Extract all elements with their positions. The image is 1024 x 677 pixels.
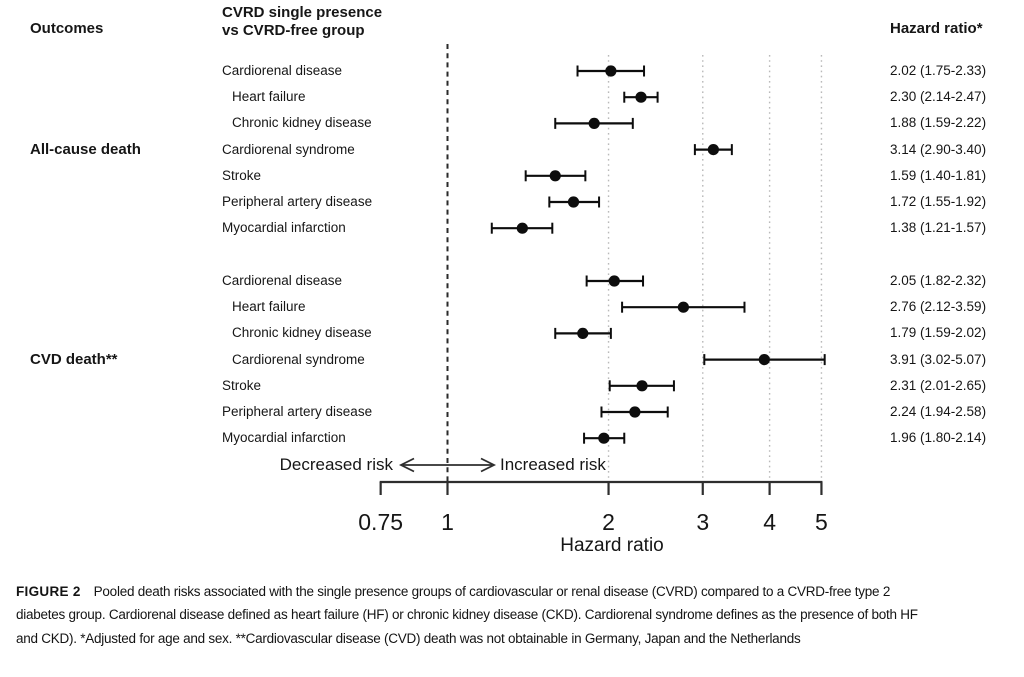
point-estimate-marker [629, 406, 641, 418]
row-label: Heart failure [232, 299, 306, 315]
axis-tick-label: 1 [441, 509, 454, 535]
point-estimate-marker [635, 91, 647, 103]
hazard-ratio-value: 2.30 (2.14-2.47) [890, 89, 987, 105]
point-estimate-marker [707, 144, 719, 156]
axis-tick-label: 4 [763, 509, 776, 535]
axis-tick-label: 3 [696, 509, 709, 535]
comparison-header-line1: CVRD single presence [222, 4, 383, 21]
hazard-ratio-value: 1.88 (1.59-2.22) [890, 115, 987, 131]
point-estimate-marker [677, 301, 689, 313]
row-label: Myocardial infarction [222, 220, 346, 236]
x-axis-title: Hazard ratio [560, 535, 664, 556]
figure-number: FIGURE 2 [16, 584, 81, 599]
row-label: Stroke [222, 167, 262, 183]
point-estimate-marker [567, 196, 580, 208]
axis-tick-label: 2 [602, 509, 615, 535]
increased-risk-label: Increased risk [500, 455, 606, 474]
axis-tick-label: 5 [815, 509, 828, 535]
row-label: Chronic kidney disease [232, 115, 372, 131]
point-estimate-marker [608, 275, 620, 287]
point-estimate-marker [516, 222, 528, 234]
group-label: CVD death** [30, 350, 118, 368]
hazard-ratio-value: 2.05 (1.82-2.32) [890, 273, 987, 288]
figure-caption: FIGURE 2 Pooled death risks associated wi… [16, 580, 930, 650]
point-estimate-marker [605, 65, 617, 77]
row-label: Myocardial infarction [222, 430, 346, 446]
row-label: Cardiorenal disease [222, 273, 343, 288]
row-label: Peripheral artery disease [222, 404, 373, 419]
row-label: Peripheral artery disease [222, 194, 373, 209]
caption-text: Pooled death risks associated with the s… [16, 584, 918, 646]
arrowhead-left-icon [398, 457, 415, 473]
point-estimate-marker [598, 432, 610, 444]
hazard-ratio-value: 1.38 (1.21-1.57) [890, 220, 987, 236]
hazard-ratio-value: 1.72 (1.55-1.92) [890, 194, 987, 209]
arrowhead-right-icon [480, 457, 497, 473]
hazard-ratio-value: 1.96 (1.80-2.14) [890, 430, 987, 446]
hazard-ratio-value: 3.14 (2.90-3.40) [890, 141, 987, 157]
hazard-ratio-value: 2.76 (2.12-3.59) [890, 299, 987, 315]
point-estimate-marker [588, 117, 600, 129]
outcomes-header: Outcomes [30, 20, 104, 37]
hazard-ratio-value: 2.31 (2.01-2.65) [890, 377, 987, 393]
hazard-ratio-value: 1.59 (1.40-1.81) [890, 167, 987, 183]
group-label: All-cause death [30, 140, 141, 158]
row-label: Cardiorenal disease [222, 63, 343, 78]
comparison-header-line2: vs CVRD-free group [222, 22, 365, 39]
row-label: Cardiorenal syndrome [232, 351, 365, 367]
hazard-ratio-value: 1.79 (1.59-2.02) [890, 325, 987, 341]
hazard-ratio-value: 2.02 (1.75-2.33) [890, 63, 987, 78]
row-label: Cardiorenal syndrome [222, 141, 355, 157]
hazard-ratio-header: Hazard ratio* [890, 20, 983, 37]
row-label: Heart failure [232, 89, 306, 105]
point-estimate-marker [636, 380, 648, 392]
forest-plot-canvas: 0.75 1 2 3 4 5 [358, 44, 828, 535]
row-label: Stroke [222, 377, 262, 393]
axis-tick-label: 0.75 [358, 509, 403, 535]
decreased-risk-label: Decreased risk [279, 455, 393, 474]
row-label: Chronic kidney disease [232, 325, 372, 341]
hazard-ratio-value: 3.91 (3.02-5.07) [890, 351, 987, 367]
point-estimate-marker [758, 354, 770, 366]
point-estimate-marker [577, 327, 589, 339]
hazard-ratio-value: 2.24 (1.94-2.58) [890, 404, 987, 419]
point-estimate-marker [549, 170, 561, 182]
comparison-header: CVRD single presence vs CVRD-free group [222, 4, 382, 40]
